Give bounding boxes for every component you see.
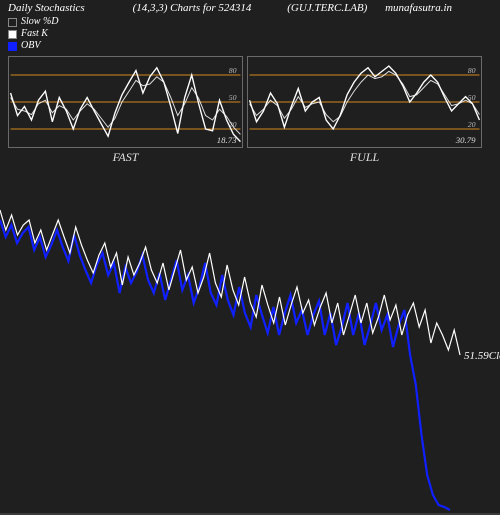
legend: Slow %D Fast K OBV [0,16,500,52]
subcharts-row: 20508018.73 FAST 20508030.79 FULL [0,52,500,165]
header-site: munafasutra.in [372,2,492,14]
svg-text:51.59Close: 51.59Close [464,350,500,362]
svg-text:80: 80 [468,66,476,75]
full-subchart: 20508030.79 FULL [247,56,482,165]
legend-swatch-slow-d [8,18,17,27]
legend-swatch-obv [8,42,17,51]
legend-item: Slow %D [8,16,492,28]
header-params: (14,3,3) Charts for 524314 [133,2,284,14]
svg-text:30.79: 30.79 [455,135,476,145]
chart-header: Daily Stochastics (14,3,3) Charts for 52… [0,0,500,16]
legend-swatch-fast-k [8,30,17,39]
full-label: FULL [247,148,482,165]
svg-text:50: 50 [229,93,237,102]
legend-label: Slow %D [21,16,59,28]
full-plot: 20508030.79 [247,56,482,148]
legend-item: OBV [8,40,492,52]
legend-label: OBV [21,40,40,52]
main-plot: 51.59Close [0,175,500,515]
legend-item: Fast K [8,28,492,40]
svg-text:80: 80 [229,66,237,75]
fast-plot: 20508018.73 [8,56,243,148]
header-symbol: (GUJ.TERC.LAB) [287,2,367,14]
fast-label: FAST [8,148,243,165]
fast-subchart: 20508018.73 FAST [8,56,243,165]
header-title: Daily Stochastics [8,2,129,14]
svg-text:20: 20 [468,120,476,129]
legend-label: Fast K [21,28,48,40]
main-chart: 51.59Close [0,175,500,515]
svg-text:18.73: 18.73 [217,135,237,145]
